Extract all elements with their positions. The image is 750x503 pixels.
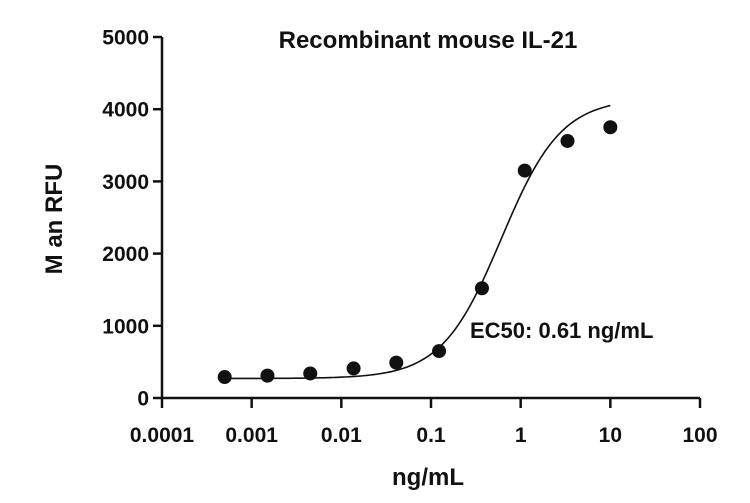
x-tick-label: 0.01 bbox=[321, 424, 362, 447]
data-point bbox=[560, 133, 575, 148]
x-tick-label: 0.1 bbox=[416, 424, 446, 447]
data-point bbox=[474, 281, 489, 296]
data-point bbox=[603, 120, 618, 135]
x-tick-label: 0.0001 bbox=[130, 424, 195, 447]
x-axis-label: ng/mL bbox=[392, 464, 464, 491]
y-axis: 0 1000 2000 3000 4000 5000 bbox=[102, 27, 164, 411]
chart-title: Recombinant mouse IL-21 bbox=[279, 27, 578, 54]
y-tick-label: 4000 bbox=[102, 99, 149, 122]
y-tick-label: 3000 bbox=[102, 171, 149, 194]
data-points bbox=[217, 120, 618, 385]
x-tick-label: 10 bbox=[599, 424, 622, 447]
data-point bbox=[517, 163, 532, 178]
data-point bbox=[303, 366, 318, 381]
ec50-annotation: EC50: 0.61 ng/mL bbox=[470, 318, 653, 343]
x-tick-label: 100 bbox=[682, 424, 717, 447]
y-axis-label: M an RFU bbox=[41, 164, 68, 275]
y-tick-label: 2000 bbox=[102, 243, 149, 266]
data-point bbox=[217, 370, 232, 385]
x-tick-label: 0.001 bbox=[225, 424, 278, 447]
fit-curve bbox=[224, 104, 611, 380]
y-tick-label: 1000 bbox=[102, 315, 149, 338]
data-point bbox=[346, 361, 361, 376]
data-point bbox=[260, 368, 275, 383]
y-tick-label: 0 bbox=[137, 388, 149, 411]
data-point bbox=[389, 355, 404, 370]
x-tick-label: 1 bbox=[515, 424, 527, 447]
data-point bbox=[432, 344, 447, 359]
x-axis: 0.0001 0.001 0.01 0.1 1 10 100 bbox=[130, 396, 718, 447]
y-tick-label: 5000 bbox=[102, 27, 149, 50]
